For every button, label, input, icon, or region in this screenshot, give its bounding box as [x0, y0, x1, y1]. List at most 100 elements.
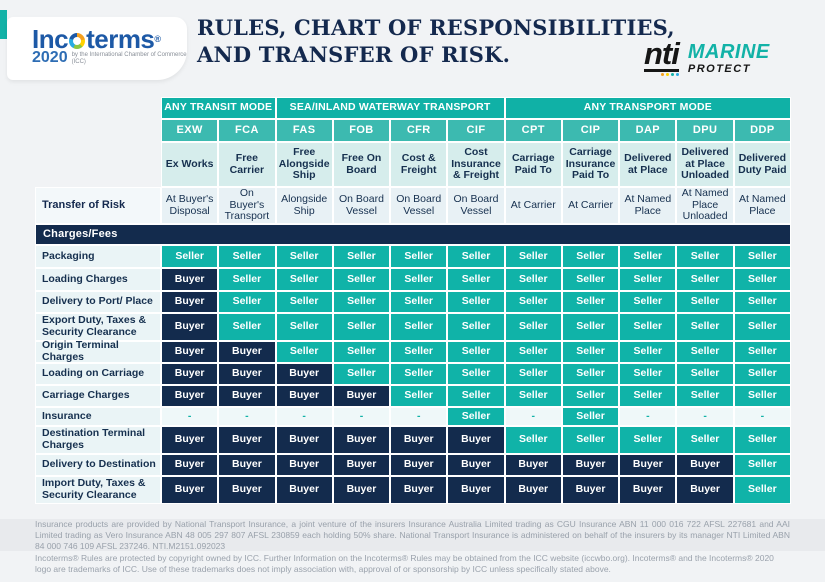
- transfer-of-risk-label: Transfer of Risk: [35, 187, 161, 224]
- seller-cell-fob-row4: Seller: [332, 341, 391, 363]
- buyer-cell-exw-row4: Buyer: [161, 341, 219, 363]
- empty-cell-dpu-row7: -: [676, 407, 734, 426]
- seller-cell-fob-row1: Seller: [332, 268, 391, 291]
- charge-row-label-7: Insurance: [35, 407, 161, 426]
- seller-cell-fca-row0: Seller: [218, 245, 276, 268]
- seller-cell-dpu-row0: Seller: [676, 245, 734, 268]
- charge-row-label-10: Import Duty, Taxes & Security Clearance: [35, 476, 161, 504]
- seller-cell-cpt-row4: Seller: [504, 341, 562, 363]
- transfer-of-risk-cfr: On Board Vessel: [390, 187, 448, 224]
- buyer-cell-dpu-row10: Buyer: [676, 476, 734, 504]
- seller-cell-fca-row2: Seller: [218, 291, 276, 313]
- incoterm-name-cpt: Carriage Paid To: [504, 142, 562, 187]
- page-title-line2: AND TRANSFER OF RISK.: [197, 42, 511, 67]
- seller-cell-fas-row3: Seller: [275, 313, 333, 341]
- empty-cell-fca-row7: -: [218, 407, 276, 426]
- buyer-cell-fca-row4: Buyer: [218, 341, 276, 363]
- incoterm-code-ddp: DDP: [733, 119, 791, 142]
- seller-cell-ddp-row1: Seller: [733, 268, 791, 291]
- seller-cell-dap-row1: Seller: [619, 268, 677, 291]
- buyer-cell-exw-row2: Buyer: [161, 291, 219, 313]
- charge-row-label-2: Delivery to Port/ Place: [35, 291, 161, 313]
- seller-cell-dpu-row3: Seller: [676, 313, 734, 341]
- charge-row-label-3: Export Duty, Taxes & Security Clearance: [35, 313, 161, 341]
- nti-underline: [644, 69, 679, 72]
- seller-cell-ddp-row9: Seller: [733, 454, 791, 476]
- icc-disclaimer-text: Incoterms® Rules are protected by copyri…: [35, 553, 774, 574]
- buyer-cell-fas-row9: Buyer: [275, 454, 333, 476]
- seller-cell-fca-row1: Seller: [218, 268, 276, 291]
- incoterm-name-cip: Carriage Insurance Paid To: [561, 142, 620, 187]
- buyer-cell-cif-row9: Buyer: [447, 454, 505, 476]
- charge-row-label-9: Delivery to Destination: [35, 454, 161, 476]
- buyer-cell-fob-row9: Buyer: [332, 454, 391, 476]
- seller-cell-cfr-row0: Seller: [390, 245, 448, 268]
- seller-cell-cif-row3: Seller: [447, 313, 505, 341]
- seller-cell-dpu-row1: Seller: [676, 268, 734, 291]
- charge-row-label-5: Loading on Carriage: [35, 363, 161, 385]
- incoterm-name-ddp: Delivered Duty Paid: [733, 142, 791, 187]
- buyer-cell-fas-row10: Buyer: [275, 476, 333, 504]
- incoterms-year: 2020: [32, 49, 68, 66]
- empty-cell-dap-row7: -: [619, 407, 677, 426]
- transfer-of-risk-fas: Alongside Ship: [275, 187, 333, 224]
- buyer-cell-cfr-row10: Buyer: [390, 476, 448, 504]
- seller-cell-cfr-row2: Seller: [390, 291, 448, 313]
- buyer-cell-cfr-row8: Buyer: [390, 426, 448, 454]
- seller-cell-fob-row0: Seller: [332, 245, 391, 268]
- incoterm-code-cpt: CPT: [504, 119, 562, 142]
- seller-cell-dap-row0: Seller: [619, 245, 677, 268]
- seller-cell-fas-row4: Seller: [275, 341, 333, 363]
- empty-cell-fob-row7: -: [332, 407, 391, 426]
- nti-protect-label: PROTECT: [687, 63, 751, 75]
- buyer-cell-exw-row6: Buyer: [161, 385, 219, 407]
- charge-row-label-0: Packaging: [35, 245, 161, 268]
- buyer-cell-dap-row9: Buyer: [619, 454, 677, 476]
- transport-mode-group-header-2: ANY TRANSPORT MODE: [504, 97, 791, 119]
- table-corner-spacer: [35, 119, 161, 142]
- empty-cell-exw-row7: -: [161, 407, 219, 426]
- seller-cell-cif-row2: Seller: [447, 291, 505, 313]
- buyer-cell-fas-row6: Buyer: [275, 385, 333, 407]
- buyer-cell-cif-row10: Buyer: [447, 476, 505, 504]
- incoterm-code-fas: FAS: [275, 119, 333, 142]
- incoterm-code-dap: DAP: [619, 119, 677, 142]
- incoterm-name-cif: Cost Insurance & Freight: [447, 142, 505, 187]
- incoterms-subtext: by the International Chamber of Commerce…: [71, 52, 187, 65]
- seller-cell-fob-row2: Seller: [332, 291, 391, 313]
- empty-cell-fas-row7: -: [275, 407, 333, 426]
- seller-cell-cpt-row2: Seller: [504, 291, 562, 313]
- incoterm-name-fob: Free On Board: [332, 142, 391, 187]
- seller-cell-cip-row5: Seller: [561, 363, 620, 385]
- transfer-of-risk-dpu: At Named Place Unloaded: [676, 187, 734, 224]
- buyer-cell-fob-row6: Buyer: [332, 385, 391, 407]
- seller-cell-cif-row7: Seller: [447, 407, 505, 426]
- seller-cell-dpu-row2: Seller: [676, 291, 734, 313]
- incoterms-logo: Inc terms® 2020 by the International Cham…: [7, 17, 187, 80]
- incoterms-wordmark: Inc terms®: [32, 24, 161, 54]
- seller-cell-cfr-row4: Seller: [390, 341, 448, 363]
- seller-cell-cpt-row8: Seller: [504, 426, 562, 454]
- seller-cell-cfr-row5: Seller: [390, 363, 448, 385]
- seller-cell-cfr-row3: Seller: [390, 313, 448, 341]
- charge-row-label-6: Carriage Charges: [35, 385, 161, 407]
- buyer-cell-dap-row10: Buyer: [619, 476, 677, 504]
- insurance-disclaimer-text: Insurance products are provided by Natio…: [35, 518, 790, 551]
- seller-cell-ddp-row0: Seller: [733, 245, 791, 268]
- charge-row-label-8: Destination Terminal Charges: [35, 426, 161, 454]
- seller-cell-exw-row0: Seller: [161, 245, 219, 268]
- transfer-of-risk-ddp: At Named Place: [733, 187, 791, 224]
- transfer-of-risk-exw: At Buyer's Disposal: [161, 187, 219, 224]
- seller-cell-fob-row3: Seller: [332, 313, 391, 341]
- incoterms-responsibility-table: ANY TRANSIT MODE SEA/INLAND WATERWAY TRAN…: [35, 97, 791, 504]
- seller-cell-cfr-row1: Seller: [390, 268, 448, 291]
- seller-cell-fas-row2: Seller: [275, 291, 333, 313]
- buyer-cell-cfr-row9: Buyer: [390, 454, 448, 476]
- seller-cell-cip-row1: Seller: [561, 268, 620, 291]
- seller-cell-cif-row1: Seller: [447, 268, 505, 291]
- seller-cell-cif-row4: Seller: [447, 341, 505, 363]
- table-corner-spacer: [35, 142, 161, 187]
- buyer-cell-exw-row9: Buyer: [161, 454, 219, 476]
- buyer-cell-fca-row5: Buyer: [218, 363, 276, 385]
- buyer-cell-fob-row10: Buyer: [332, 476, 391, 504]
